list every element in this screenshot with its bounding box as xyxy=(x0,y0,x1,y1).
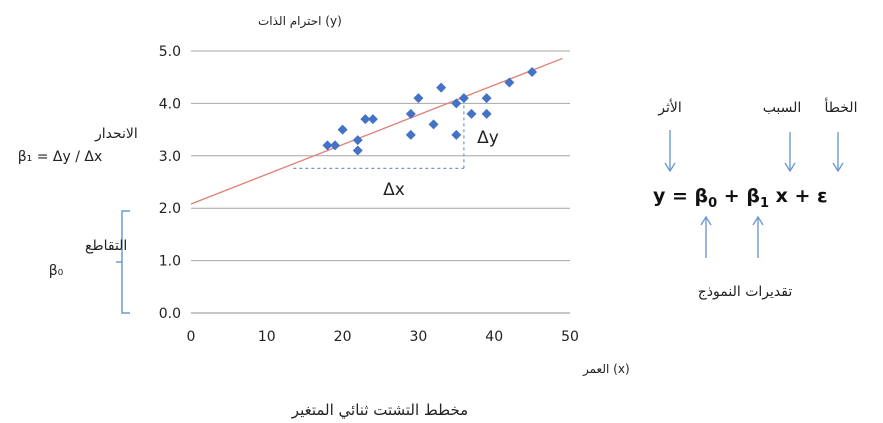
delta-y-label: Δy xyxy=(477,128,499,148)
estimates-label: تقديرات النموذج xyxy=(698,284,793,300)
data-point-10 xyxy=(428,119,439,130)
arrow-beta1 xyxy=(752,215,764,258)
x-tick-label-2: 20 xyxy=(334,329,352,345)
x-tick-label-4: 40 xyxy=(485,329,503,345)
data-point-3 xyxy=(352,145,363,156)
slope-label: الانحدار xyxy=(94,126,138,142)
chart-caption: مخطط التشتت ثنائي المتغير xyxy=(291,401,468,420)
y-tick-label-3: 3.0 xyxy=(159,149,181,165)
data-point-1 xyxy=(330,140,341,151)
data-point-15 xyxy=(466,108,477,119)
data-point-5 xyxy=(360,114,371,125)
data-point-14 xyxy=(458,93,469,104)
data-point-12 xyxy=(451,129,462,140)
y-tick-label-2: 2.0 xyxy=(159,201,181,217)
intercept-label: التقاطع xyxy=(85,238,127,254)
arrow-effect xyxy=(664,130,676,173)
data-point-8 xyxy=(405,108,416,119)
data-point-18 xyxy=(504,77,515,88)
data-point-7 xyxy=(405,129,416,140)
error-label: الخطأ xyxy=(825,97,858,116)
x-tick-label-1: 10 xyxy=(258,329,276,345)
y-tick-label-0: 0.0 xyxy=(159,306,181,322)
intercept-symbol: β₀ xyxy=(49,263,64,279)
data-points xyxy=(322,66,538,156)
data-point-0 xyxy=(322,140,333,151)
delta-x-label: Δx xyxy=(383,180,405,200)
cause-label: السبب xyxy=(763,100,802,116)
arrow-error xyxy=(832,132,844,173)
arrow-cause xyxy=(784,132,796,173)
arrow-beta0 xyxy=(700,215,712,258)
data-point-11 xyxy=(436,82,447,93)
x-axis-title: (x) العمر xyxy=(582,362,630,377)
intercept-bracket xyxy=(121,210,130,314)
x-tick-label-3: 30 xyxy=(409,329,427,345)
regression-line xyxy=(190,57,563,205)
data-point-16 xyxy=(481,93,492,104)
data-point-2 xyxy=(337,124,348,135)
tick-labels: 0 10 20 30 40 50 0.0 1.0 2.0 3.0 4.0 5.0 xyxy=(159,44,579,345)
y-tick-label-1: 1.0 xyxy=(159,254,181,270)
data-point-4 xyxy=(352,135,363,146)
x-tick-label-0: 0 xyxy=(187,329,196,345)
data-point-9 xyxy=(413,93,424,104)
y-tick-label-4: 4.0 xyxy=(159,96,181,112)
data-point-17 xyxy=(481,108,492,119)
data-point-19 xyxy=(527,66,538,77)
y-axis-title: (y) احترام الذات xyxy=(258,14,342,29)
data-point-6 xyxy=(367,114,378,125)
slope-formula: β₁ = Δy / Δx xyxy=(18,149,103,165)
regression-equation: y = β0 + β1 x + ε xyxy=(653,185,828,211)
x-tick-label-5: 50 xyxy=(561,329,579,345)
effect-label: الأثر xyxy=(657,98,682,116)
data-point-13 xyxy=(451,98,462,109)
y-tick-label-5: 5.0 xyxy=(159,44,181,60)
slope-triangle xyxy=(293,97,465,169)
gridlines xyxy=(191,50,570,262)
